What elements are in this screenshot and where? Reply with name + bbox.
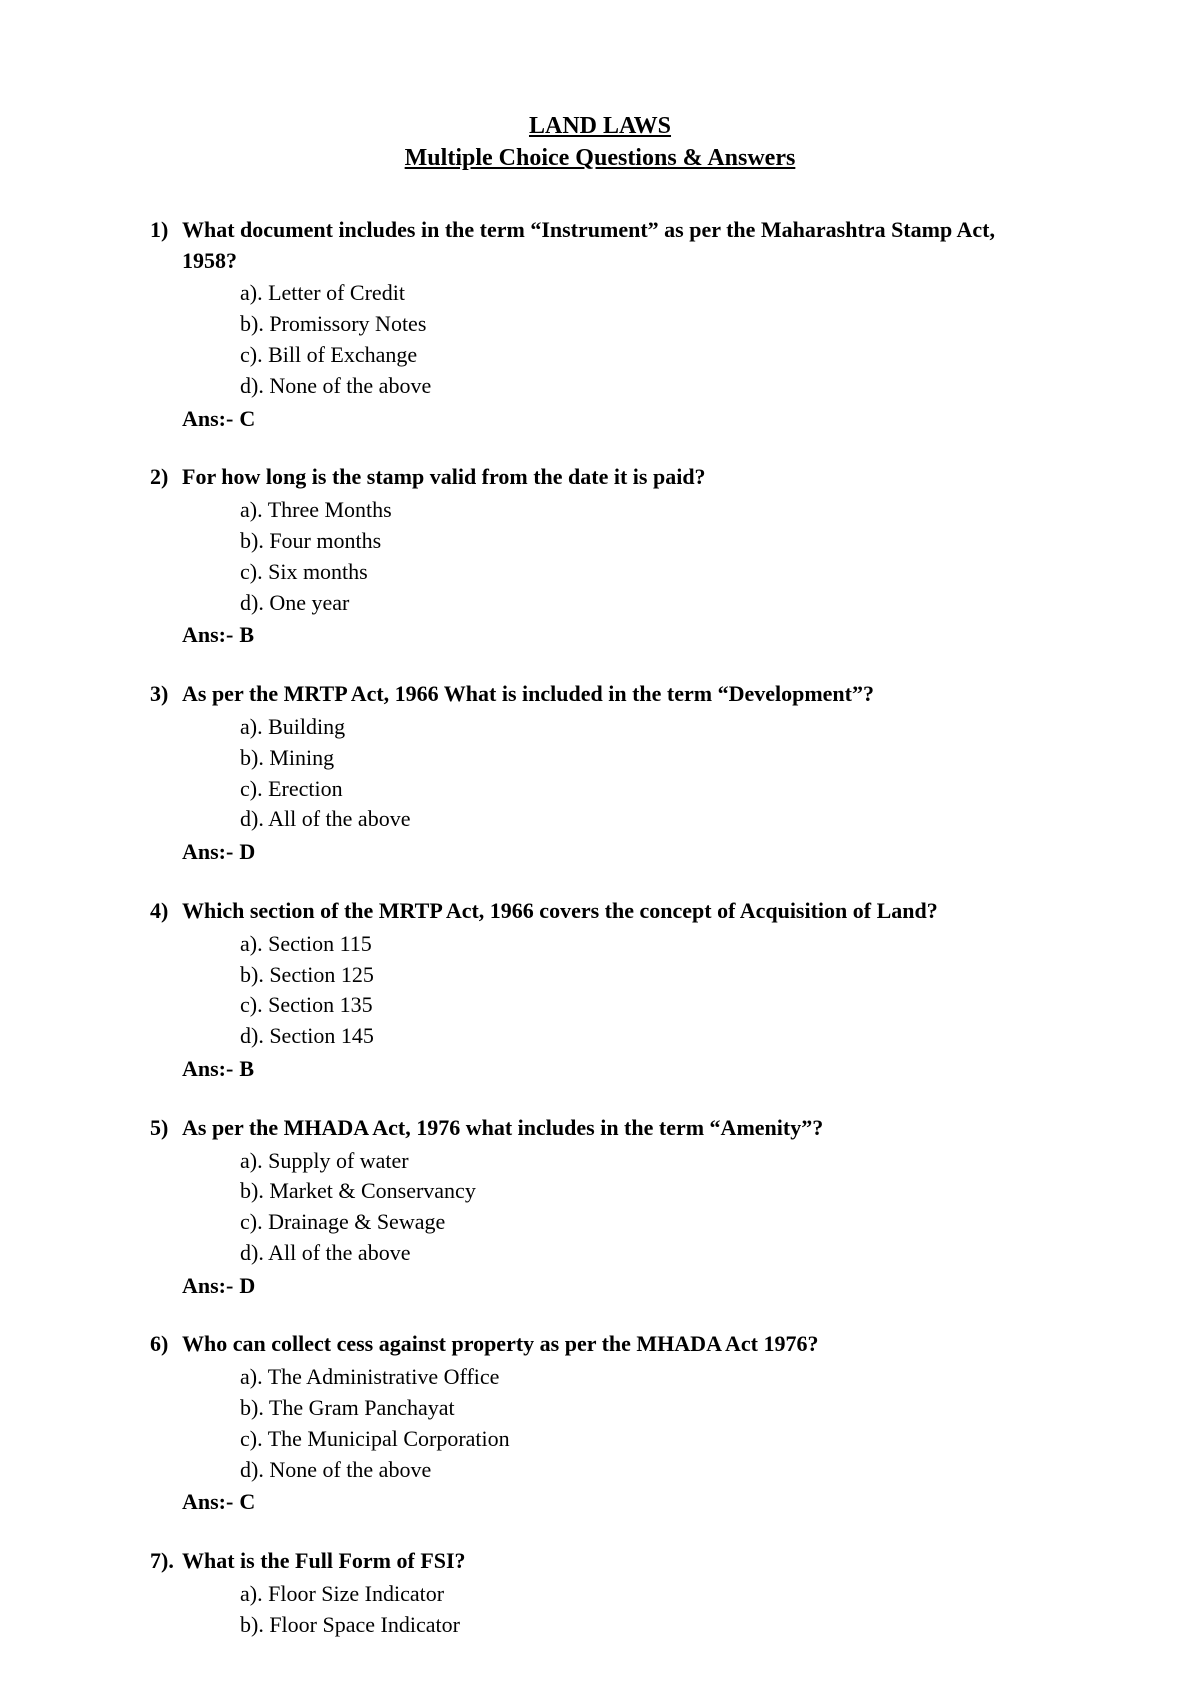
option: d). None of the above (240, 1455, 1050, 1486)
option: c). Bill of Exchange (240, 340, 1050, 371)
answer-prefix: Ans:- (182, 1056, 233, 1081)
answer-value: B (239, 1056, 254, 1081)
answer-prefix: Ans:- (182, 406, 233, 431)
questions-list: 1)What document includes in the term “In… (150, 215, 1050, 1641)
option: b). Mining (240, 743, 1050, 774)
question-row: 4)Which section of the MRTP Act, 1966 co… (150, 896, 1050, 927)
option: c). Drainage & Sewage (240, 1207, 1050, 1238)
option: b). Floor Space Indicator (240, 1610, 1050, 1641)
option: a). The Administrative Office (240, 1362, 1050, 1393)
question-block: 4)Which section of the MRTP Act, 1966 co… (150, 896, 1050, 1085)
answer-row: Ans:-D (182, 1271, 1050, 1302)
option: b). The Gram Panchayat (240, 1393, 1050, 1424)
question-block: 1)What document includes in the term “In… (150, 215, 1050, 435)
answer-value: D (239, 1273, 255, 1298)
option: c). Section 135 (240, 990, 1050, 1021)
question-row: 1)What document includes in the term “In… (150, 215, 1050, 277)
answer-row: Ans:-C (182, 1487, 1050, 1518)
options-list: a). The Administrative Officeb). The Gra… (240, 1362, 1050, 1485)
option: b). Section 125 (240, 960, 1050, 991)
option: d). All of the above (240, 1238, 1050, 1269)
answer-value: D (239, 839, 255, 864)
question-row: 2)For how long is the stamp valid from t… (150, 462, 1050, 493)
answer-value: C (239, 1489, 255, 1514)
question-text: Which section of the MRTP Act, 1966 cove… (182, 896, 1050, 927)
options-list: a). Three Monthsb). Four monthsc). Six m… (240, 495, 1050, 618)
option: d). One year (240, 588, 1050, 619)
page-title: LAND LAWS (150, 110, 1050, 142)
option: d). All of the above (240, 804, 1050, 835)
page-header: LAND LAWS Multiple Choice Questions & An… (150, 110, 1050, 175)
question-text: What document includes in the term “Inst… (182, 215, 1050, 277)
question-number: 7). (150, 1546, 182, 1577)
question-text: For how long is the stamp valid from the… (182, 462, 1050, 493)
page-subtitle: Multiple Choice Questions & Answers (150, 142, 1050, 174)
options-list: a). Buildingb). Miningc). Erectiond). Al… (240, 712, 1050, 835)
question-text: Who can collect cess against property as… (182, 1329, 1050, 1360)
option: a). Building (240, 712, 1050, 743)
option: d). Section 145 (240, 1021, 1050, 1052)
answer-prefix: Ans:- (182, 1489, 233, 1514)
option: b). Market & Conservancy (240, 1176, 1050, 1207)
answer-row: Ans:-D (182, 837, 1050, 868)
option: c). Six months (240, 557, 1050, 588)
question-row: 5)As per the MHADA Act, 1976 what includ… (150, 1113, 1050, 1144)
question-number: 4) (150, 896, 182, 927)
answer-value: B (239, 622, 254, 647)
question-block: 7).What is the Full Form of FSI?a). Floo… (150, 1546, 1050, 1640)
question-number: 5) (150, 1113, 182, 1144)
question-block: 6)Who can collect cess against property … (150, 1329, 1050, 1518)
option: a). Floor Size Indicator (240, 1579, 1050, 1610)
question-block: 2)For how long is the stamp valid from t… (150, 462, 1050, 651)
option: a). Three Months (240, 495, 1050, 526)
option: b). Four months (240, 526, 1050, 557)
option: a). Section 115 (240, 929, 1050, 960)
option: b). Promissory Notes (240, 309, 1050, 340)
answer-value: C (239, 406, 255, 431)
options-list: a). Letter of Creditb). Promissory Notes… (240, 278, 1050, 401)
question-row: 6)Who can collect cess against property … (150, 1329, 1050, 1360)
option: c). Erection (240, 774, 1050, 805)
option: d). None of the above (240, 371, 1050, 402)
answer-prefix: Ans:- (182, 622, 233, 647)
question-text: As per the MRTP Act, 1966 What is includ… (182, 679, 1050, 710)
answer-row: Ans:-B (182, 1054, 1050, 1085)
question-number: 1) (150, 215, 182, 277)
options-list: a). Section 115b). Section 125c). Sectio… (240, 929, 1050, 1052)
question-text: As per the MHADA Act, 1976 what includes… (182, 1113, 1050, 1144)
option: c). The Municipal Corporation (240, 1424, 1050, 1455)
answer-prefix: Ans:- (182, 839, 233, 864)
question-number: 2) (150, 462, 182, 493)
question-text: What is the Full Form of FSI? (182, 1546, 1050, 1577)
answer-row: Ans:-C (182, 404, 1050, 435)
answer-row: Ans:-B (182, 620, 1050, 651)
question-row: 7).What is the Full Form of FSI? (150, 1546, 1050, 1577)
question-block: 5)As per the MHADA Act, 1976 what includ… (150, 1113, 1050, 1302)
question-number: 6) (150, 1329, 182, 1360)
options-list: a). Floor Size Indicatorb). Floor Space … (240, 1579, 1050, 1641)
options-list: a). Supply of waterb). Market & Conserva… (240, 1146, 1050, 1269)
question-block: 3)As per the MRTP Act, 1966 What is incl… (150, 679, 1050, 868)
question-row: 3)As per the MRTP Act, 1966 What is incl… (150, 679, 1050, 710)
question-number: 3) (150, 679, 182, 710)
option: a). Supply of water (240, 1146, 1050, 1177)
option: a). Letter of Credit (240, 278, 1050, 309)
answer-prefix: Ans:- (182, 1273, 233, 1298)
